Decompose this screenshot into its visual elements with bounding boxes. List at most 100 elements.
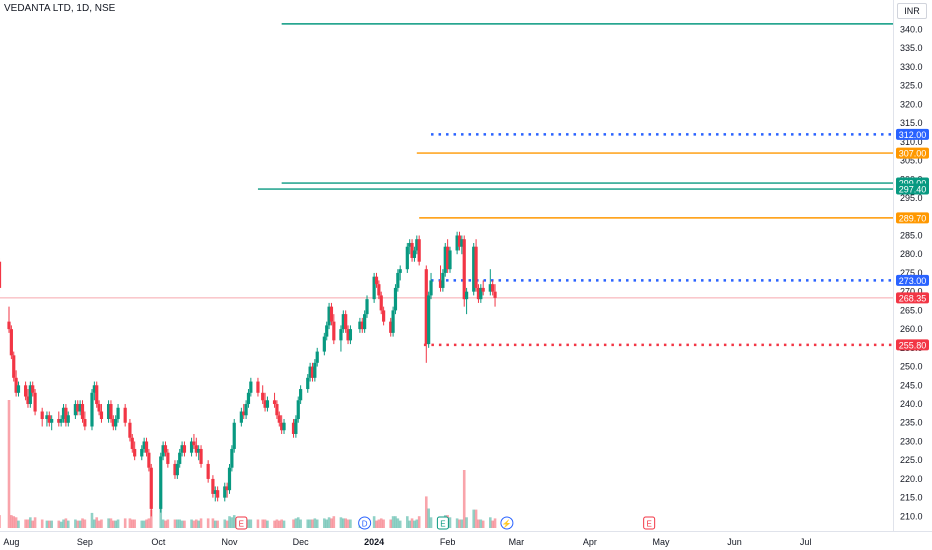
event-markers: E D E ⚡ E bbox=[235, 516, 656, 530]
y-tick-label: 230.0 bbox=[900, 436, 923, 446]
volume-layer bbox=[0, 400, 497, 528]
candle-body bbox=[40, 411, 44, 420]
volume-bar bbox=[216, 520, 219, 528]
volume-bar bbox=[17, 520, 20, 528]
volume-bar bbox=[24, 519, 27, 528]
candle-body bbox=[344, 314, 348, 330]
volume-bar bbox=[413, 520, 416, 528]
volume-bar bbox=[266, 520, 269, 528]
volume-bar bbox=[389, 519, 393, 528]
x-tick-label: May bbox=[653, 537, 671, 547]
candle-body bbox=[491, 284, 495, 292]
volume-bar bbox=[261, 519, 264, 528]
candle-body bbox=[66, 415, 70, 423]
level-price-label bbox=[896, 212, 929, 224]
candle-body bbox=[457, 235, 462, 247]
candle-body bbox=[33, 392, 37, 412]
level-price-label bbox=[896, 128, 929, 140]
candle-body bbox=[80, 404, 85, 420]
currency-button[interactable]: INR bbox=[897, 3, 927, 19]
candle-body bbox=[481, 287, 485, 292]
candle-body bbox=[216, 490, 220, 498]
candle-body bbox=[472, 246, 476, 292]
volume-bar bbox=[465, 517, 468, 528]
candle-body bbox=[242, 411, 246, 416]
y-tick-label: 270.0 bbox=[900, 287, 923, 297]
candle-body bbox=[464, 291, 469, 300]
volume-bar bbox=[40, 519, 44, 528]
volume-bar bbox=[382, 519, 385, 528]
earnings-marker bbox=[235, 516, 248, 530]
candle-body bbox=[427, 295, 431, 345]
level-price-label bbox=[896, 274, 929, 286]
volume-bar bbox=[107, 518, 110, 528]
earnings-marker bbox=[436, 516, 449, 530]
volume-bar bbox=[97, 520, 101, 528]
volume-bar bbox=[344, 518, 347, 528]
candle-body bbox=[97, 404, 101, 412]
candle-body bbox=[377, 284, 381, 296]
volume-bar bbox=[228, 516, 231, 528]
candle-body bbox=[163, 445, 168, 453]
volume-bar bbox=[31, 520, 35, 528]
candle-body bbox=[180, 445, 184, 453]
price-axis[interactable]: 210.0 215.0 220.0 225.0 230.0 235.0 240.0 245.0… bbox=[893, 0, 923, 531]
candle-body bbox=[360, 321, 364, 330]
candle-body bbox=[346, 329, 350, 341]
x-tick-label: Apr bbox=[583, 537, 597, 547]
candle-body bbox=[410, 242, 414, 258]
dividend-marker bbox=[500, 516, 514, 530]
price-labels: 312.00307.00299.00297.40289.70273.00255.… bbox=[896, 128, 929, 351]
y-tick-label: 285.0 bbox=[900, 230, 923, 240]
candle-body bbox=[325, 325, 329, 337]
candle-body bbox=[488, 284, 492, 292]
candle-body bbox=[230, 448, 234, 468]
candle-body bbox=[460, 239, 464, 247]
candle-body bbox=[14, 377, 18, 393]
volume-bar bbox=[379, 518, 383, 528]
volume-bar bbox=[192, 520, 196, 528]
candle-body bbox=[197, 448, 201, 453]
volume-bar bbox=[195, 519, 198, 528]
candle-body bbox=[189, 441, 194, 453]
volume-bar bbox=[282, 520, 286, 528]
candle-body bbox=[329, 306, 334, 322]
volume-bar bbox=[95, 517, 99, 528]
volume-bar bbox=[394, 516, 397, 528]
volume-bar bbox=[408, 520, 411, 528]
candle-body bbox=[128, 422, 132, 438]
event-marker-label: E bbox=[440, 520, 445, 529]
volume-bar bbox=[330, 518, 333, 528]
candle-body bbox=[0, 261, 2, 288]
volume-bar bbox=[332, 516, 336, 528]
candle-body bbox=[206, 463, 210, 479]
candle-body bbox=[429, 280, 433, 296]
candle-body bbox=[47, 415, 51, 423]
y-tick-label: 250.0 bbox=[900, 362, 923, 372]
volume-bar bbox=[48, 520, 51, 528]
volume-bar bbox=[14, 517, 18, 528]
volume-bar bbox=[479, 519, 483, 528]
volume-bar bbox=[0, 515, 1, 528]
candle-body bbox=[99, 411, 104, 420]
candle-body bbox=[95, 385, 99, 405]
volume-bar bbox=[325, 519, 329, 528]
candle-body bbox=[249, 381, 253, 393]
volume-bar bbox=[29, 517, 32, 528]
last-price-label-text: 268.35 bbox=[899, 293, 927, 303]
y-tick-label: 280.0 bbox=[900, 249, 923, 259]
candle-body bbox=[246, 392, 251, 405]
chart-title: VEDANTA LTD, 1D, NSE bbox=[4, 3, 116, 14]
volume-bar bbox=[339, 517, 343, 528]
volume-bar bbox=[294, 518, 298, 528]
time-axis[interactable]: Aug Sep Oct Nov Dec 2024 Feb Mar Apr May Jun Jul bbox=[0, 531, 932, 548]
volume-bar bbox=[76, 520, 80, 528]
candle-body bbox=[64, 407, 68, 423]
x-tick-label: Aug bbox=[3, 537, 19, 547]
volume-bar bbox=[256, 519, 260, 528]
candle-body bbox=[479, 287, 483, 300]
candle-body bbox=[313, 362, 317, 378]
volume-bar bbox=[306, 519, 310, 528]
candle-body bbox=[374, 276, 379, 285]
